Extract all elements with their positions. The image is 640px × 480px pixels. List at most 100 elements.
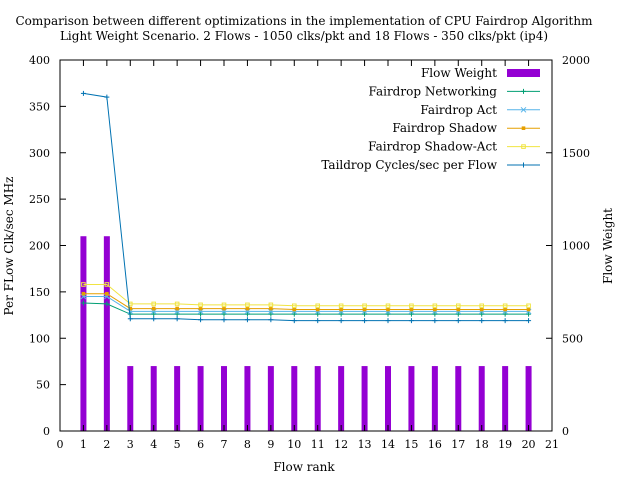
- x-tick-label: 19: [498, 438, 512, 451]
- legend-item: Fairdrop Act: [420, 103, 540, 117]
- y-axis-label: Per FLow Clk/sec MHz: [2, 177, 16, 316]
- data-point: [81, 282, 86, 287]
- data-point: [339, 307, 343, 312]
- legend-label: Taildrop Cycles/sec per Flow: [321, 158, 497, 172]
- data-point: [521, 144, 526, 149]
- bar: [525, 366, 532, 431]
- x-tick-label: 5: [174, 438, 181, 451]
- x-tick-label: 6: [197, 438, 204, 451]
- data-point: [221, 311, 227, 317]
- data-point: [408, 311, 414, 317]
- data-point: [175, 306, 179, 311]
- data-point: [385, 303, 391, 309]
- ticks-layer: 0 1 2 3 4 5 6 7 8 9 10 11 12 13 14 15 16 17 18 19 20 21050100…: [29, 54, 590, 451]
- data-point: [315, 303, 321, 309]
- bar: [150, 366, 157, 431]
- x-tick-label: 10: [287, 438, 301, 451]
- data-point: [151, 306, 156, 311]
- data-point: [174, 311, 180, 317]
- x-tick-label: 7: [221, 438, 228, 451]
- bar: [80, 236, 87, 431]
- bar: [244, 366, 251, 431]
- data-point: [221, 317, 227, 323]
- data-point: [338, 311, 344, 317]
- data-point: [362, 303, 367, 309]
- bar: [385, 366, 391, 431]
- y-tick-label: 300: [29, 147, 50, 160]
- data-point: [362, 311, 368, 317]
- data-point: [456, 307, 461, 312]
- legend-item: Fairdrop Networking: [368, 84, 540, 98]
- data-point: [315, 311, 321, 317]
- y2-tick-label: 500: [562, 332, 583, 345]
- data-point: [408, 318, 414, 324]
- data-point: [151, 316, 157, 322]
- bar: [221, 366, 227, 431]
- bar: [431, 366, 438, 431]
- data-point: [315, 307, 320, 312]
- y-tick-label: 150: [29, 286, 50, 299]
- data-point: [80, 300, 86, 306]
- legend-label: Fairdrop Shadow-Act: [368, 140, 497, 154]
- data-point: [81, 291, 86, 296]
- x-tick-label: 20: [522, 438, 536, 451]
- data-point: [105, 291, 109, 296]
- data-point: [479, 318, 485, 324]
- x-tick-label: 11: [311, 438, 325, 451]
- data-point: [268, 311, 274, 317]
- bar: [174, 366, 181, 431]
- series-line: [83, 302, 529, 315]
- data-point: [198, 311, 204, 317]
- legend-item: Taildrop Cycles/sec per Flow: [321, 158, 540, 172]
- data-point: [338, 318, 344, 324]
- data-point: [151, 311, 157, 317]
- data-point: [455, 318, 461, 324]
- x-tick-label: 17: [451, 438, 465, 451]
- data-point: [245, 302, 250, 308]
- data-point: [198, 306, 203, 311]
- legend-item: Fairdrop Shadow-Act: [368, 140, 540, 154]
- data-point: [502, 318, 508, 324]
- data-point: [104, 301, 110, 307]
- y-tick-label: 200: [29, 240, 50, 253]
- bar: [267, 366, 274, 431]
- chart-subtitle: Light Weight Scenario. 2 Flows - 1050 cl…: [60, 29, 548, 43]
- x-tick-label: 0: [57, 438, 64, 451]
- data-point: [104, 282, 110, 287]
- y-tick-label: 350: [29, 100, 50, 113]
- data-point: [503, 307, 507, 312]
- x-tick-label: 8: [244, 438, 251, 451]
- series-line: [83, 283, 529, 307]
- data-point: [455, 303, 461, 309]
- data-point: [128, 306, 133, 311]
- legend-item: Fairdrop Shadow: [392, 121, 540, 135]
- data-point: [521, 88, 526, 94]
- data-point: [315, 318, 321, 324]
- data-point: [244, 317, 250, 323]
- bar: [455, 366, 462, 431]
- x-tick-label: 2: [103, 438, 110, 451]
- data-point: [526, 303, 531, 309]
- chart-title: Comparison between different optimizatio…: [16, 14, 594, 28]
- x-tick-label: 18: [475, 438, 489, 451]
- y-tick-label: 0: [43, 425, 50, 438]
- data-point: [432, 303, 438, 309]
- bar: [103, 236, 110, 431]
- data-point: [479, 303, 485, 309]
- data-point: [174, 316, 180, 322]
- x-tick-label: 3: [127, 438, 134, 451]
- x-tick-label: 16: [428, 438, 442, 451]
- legend-label: Fairdrop Act: [420, 103, 497, 117]
- x-tick-label: 12: [334, 438, 348, 451]
- bar: [478, 366, 485, 431]
- data-point: [269, 306, 273, 311]
- data-point: [526, 318, 532, 324]
- x-tick-label: 14: [381, 438, 395, 451]
- data-point: [244, 311, 250, 317]
- data-point: [502, 311, 508, 317]
- bars-layer: [80, 236, 532, 431]
- data-point: [268, 302, 274, 308]
- data-point: [222, 306, 226, 311]
- data-point: [362, 307, 367, 312]
